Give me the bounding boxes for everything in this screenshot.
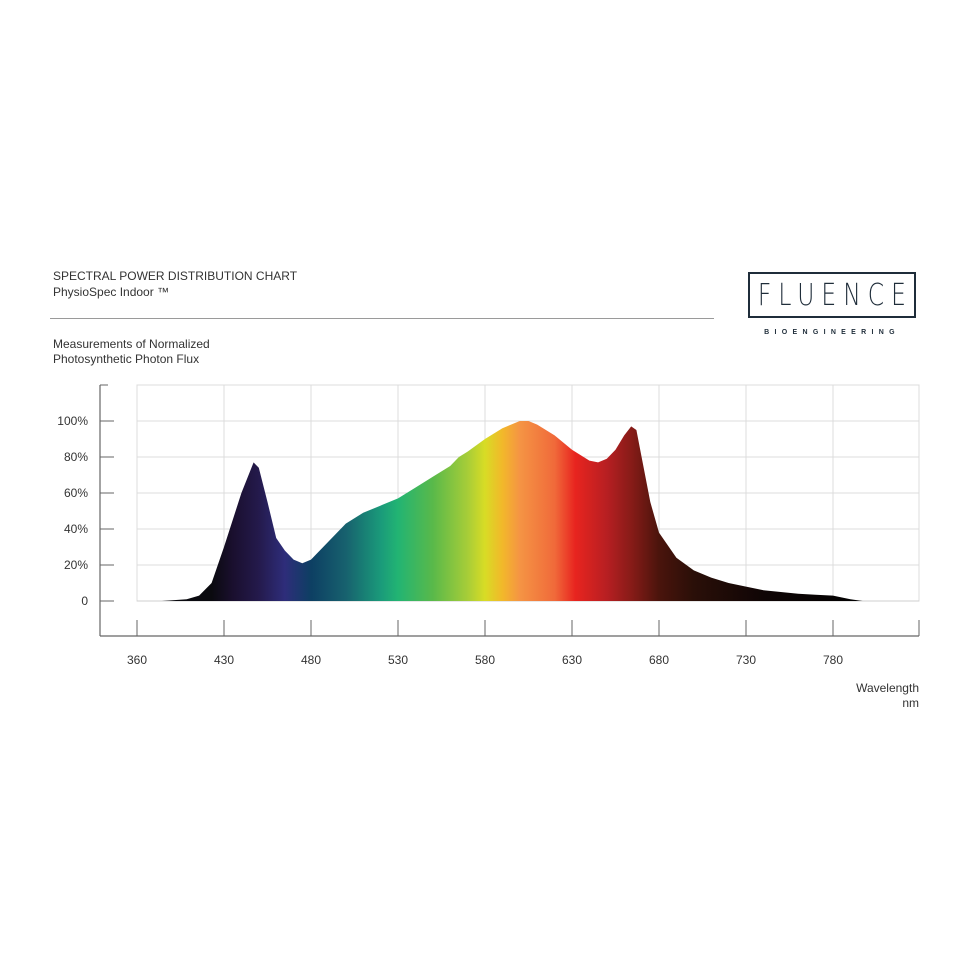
logo-wordmark: FLUENCE (758, 277, 914, 313)
y-tick-label: 20% (64, 558, 88, 572)
y-tick-label: 0 (81, 594, 88, 608)
x-tick-label: 480 (301, 653, 321, 667)
product-name: PhysioSpec Indoor ™ (53, 285, 170, 299)
x-tick-label: 730 (736, 653, 756, 667)
x-axis-label-line1: Wavelength (856, 681, 919, 695)
x-tick-label: 360 (127, 653, 147, 667)
x-tick-label: 780 (823, 653, 843, 667)
y-tick-label: 60% (64, 486, 88, 500)
logo-tagline: BIOENGINEERING (764, 329, 900, 336)
header-divider (50, 318, 714, 319)
y-axis-label-line1: Measurements of Normalized (53, 337, 210, 351)
x-tick-label: 580 (475, 653, 495, 667)
y-axis-label-line2: Photosynthetic Photon Flux (53, 352, 200, 366)
y-tick-label: 80% (64, 450, 88, 464)
x-axis-label-line2: nm (902, 696, 919, 710)
x-tick-label: 530 (388, 653, 408, 667)
x-tick-label: 680 (649, 653, 669, 667)
x-tick-label: 430 (214, 653, 234, 667)
spectrum-area (161, 421, 863, 601)
x-tick-label: 630 (562, 653, 582, 667)
y-tick-label: 40% (64, 522, 88, 536)
chart-title: SPECTRAL POWER DISTRIBUTION CHART (53, 269, 298, 283)
y-tick-label: 100% (57, 414, 88, 428)
fluence-logo: FLUENCE (748, 272, 916, 318)
